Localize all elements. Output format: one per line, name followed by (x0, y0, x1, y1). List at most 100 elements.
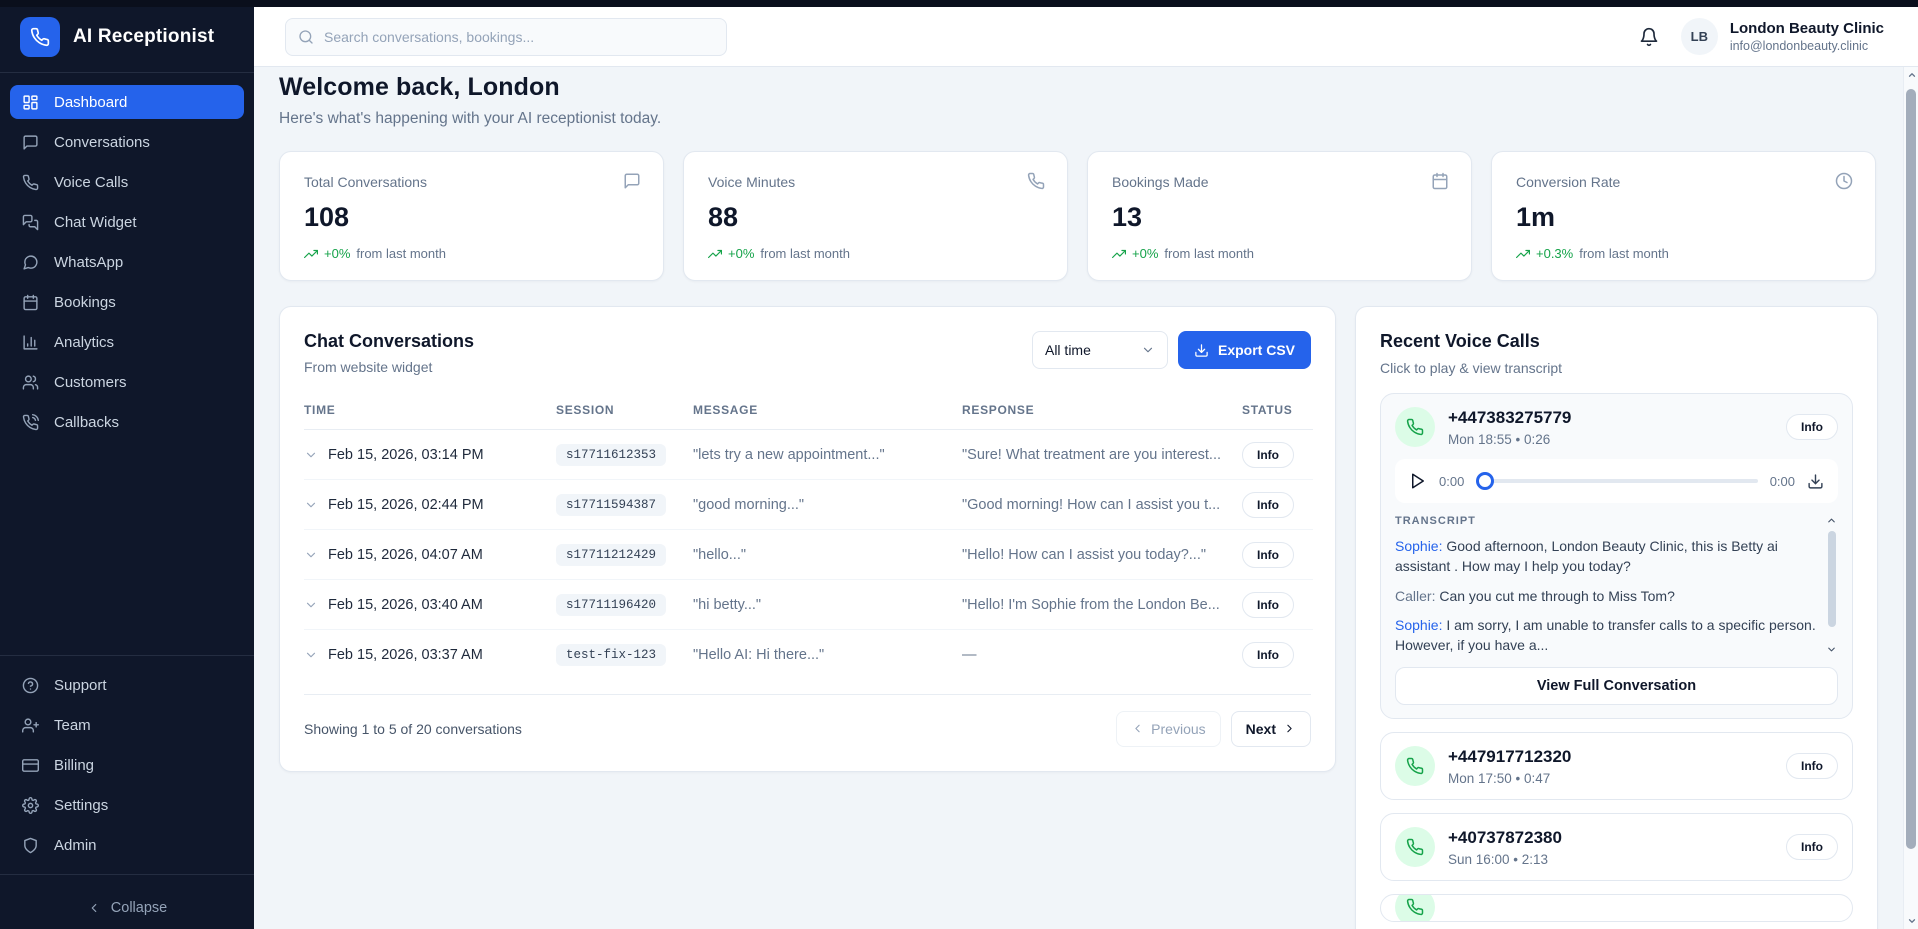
call-time-duration: Sun 16:00 • 2:13 (1448, 851, 1549, 867)
help-circle-icon (22, 677, 39, 694)
column-header-session: SESSION (556, 395, 693, 430)
voice-call-card-partial[interactable] (1380, 894, 1853, 923)
table-footer: Showing 1 to 5 of 20 conversations Previ… (304, 693, 1311, 747)
chevron-down-icon[interactable] (304, 498, 318, 512)
transcript-section: TRANSCRIPT Sophie: Good afternoon, Londo… (1395, 515, 1838, 655)
call-number: +40737872380 (1448, 827, 1562, 847)
info-button[interactable]: Info (1242, 441, 1294, 468)
sidebar-item-analytics[interactable]: Analytics (10, 325, 244, 359)
users-icon (22, 374, 39, 391)
transcript-line: Caller: Can you cut me through to Miss T… (1395, 586, 1816, 606)
info-button[interactable]: Info (1786, 834, 1838, 861)
user-menu[interactable]: LB London Beauty Clinic info@londonbeaut… (1680, 18, 1884, 55)
scroll-up-arrow-icon[interactable] (1826, 515, 1837, 526)
play-icon[interactable] (1409, 472, 1427, 490)
info-button[interactable]: Info (1242, 641, 1294, 668)
sidebar-item-whatsapp[interactable]: WhatsApp (10, 245, 244, 279)
scroll-down-arrow-icon[interactable] (1904, 913, 1918, 929)
player-current-time: 0:00 (1439, 473, 1465, 489)
sidebar-item-customers[interactable]: Customers (10, 365, 244, 399)
chat-conversations-panel: Chat Conversations From website widget A… (279, 306, 1336, 772)
chat-panel-title: Chat Conversations (304, 331, 475, 351)
window-top-strip (0, 0, 1918, 7)
info-button[interactable]: Info (1786, 414, 1838, 440)
stat-card-total-conversations: Total Conversations 108 +0% from last mo… (279, 151, 664, 281)
stat-trend: +0% from last month (708, 246, 1043, 261)
info-button[interactable]: Info (1242, 491, 1294, 518)
page-scrollbar[interactable] (1903, 67, 1918, 929)
view-full-conversation-button[interactable]: View Full Conversation (1395, 667, 1838, 706)
table-row[interactable]: Feb 15, 2026, 03:14 PM s17711612353 "let… (304, 429, 1313, 480)
sidebar-item-billing[interactable]: Billing (10, 748, 244, 782)
table-row[interactable]: Feb 15, 2026, 04:07 AM s17711212429 "hel… (304, 529, 1313, 580)
chevron-down-icon[interactable] (304, 448, 318, 462)
table-row[interactable]: Feb 15, 2026, 02:44 PM s17711594387 "goo… (304, 479, 1313, 530)
seek-slider[interactable] (1476, 472, 1758, 490)
time-filter-select[interactable]: All time (1031, 331, 1168, 369)
transcript-line: Sophie: I am sorry, I am unable to trans… (1395, 615, 1816, 656)
row-time: Feb 15, 2026, 03:14 PM (328, 446, 484, 463)
stat-label: Bookings Made (1112, 174, 1209, 190)
search-input[interactable] (324, 28, 714, 45)
table-row[interactable]: Feb 15, 2026, 03:40 AM s17711196420 "hi … (304, 579, 1313, 630)
info-button[interactable]: Info (1242, 591, 1294, 618)
chevron-down-icon[interactable] (304, 598, 318, 612)
calendar-icon (22, 294, 39, 311)
info-button[interactable]: Info (1242, 541, 1294, 568)
sidebar-item-support[interactable]: Support (10, 668, 244, 702)
sidebar-divider (0, 72, 254, 73)
bar-chart-icon (22, 334, 39, 351)
chevron-down-icon[interactable] (304, 548, 318, 562)
transcript-scrollbar[interactable] (1826, 515, 1838, 655)
sidebar-item-label: Support (54, 676, 107, 694)
row-response: "Sure! What treatment are you interest..… (962, 429, 1242, 480)
bell-icon[interactable] (1639, 27, 1659, 47)
previous-label: Previous (1151, 720, 1206, 737)
phone-call-icon (22, 413, 39, 431)
shield-icon (22, 837, 39, 854)
info-button[interactable]: Info (1786, 753, 1838, 780)
scroll-up-arrow-icon[interactable] (1904, 67, 1918, 83)
scrollbar-thumb[interactable] (1906, 89, 1916, 849)
dashboard-grid-icon (22, 94, 39, 111)
collapse-sidebar-button[interactable]: Collapse (0, 887, 254, 929)
pagination-summary: Showing 1 to 5 of 20 conversations (304, 720, 522, 737)
seek-knob[interactable] (1476, 472, 1495, 490)
scroll-down-arrow-icon[interactable] (1826, 644, 1837, 655)
row-response: — (962, 646, 977, 663)
sidebar-item-settings[interactable]: Settings (10, 788, 244, 822)
chat-panel-controls: All time Export CSV (1031, 331, 1311, 369)
sidebar-item-voice-calls[interactable]: Voice Calls (10, 165, 244, 199)
sidebar-item-dashboard[interactable]: Dashboard (10, 85, 244, 119)
app-logo-row: AI Receptionist (0, 0, 254, 72)
avatar: LB (1680, 18, 1718, 55)
previous-page-button[interactable]: Previous (1116, 710, 1221, 747)
sidebar-item-admin[interactable]: Admin (10, 828, 244, 862)
export-csv-button[interactable]: Export CSV (1177, 331, 1311, 369)
sidebar-item-callbacks[interactable]: Callbacks (10, 405, 244, 439)
table-row[interactable]: Feb 15, 2026, 03:37 AM test-fix-123 "Hel… (304, 630, 1313, 680)
message-square-icon (22, 134, 39, 151)
chevron-left-icon (1131, 722, 1144, 735)
sidebar-item-label: Callbacks (54, 413, 120, 431)
next-page-button[interactable]: Next (1230, 710, 1311, 747)
sidebar-item-team[interactable]: Team (10, 708, 244, 742)
trend-suffix: from last month (1579, 246, 1669, 261)
phone-icon (1027, 172, 1045, 190)
sidebar-item-chat-widget[interactable]: Chat Widget (10, 205, 244, 239)
download-icon[interactable] (1807, 473, 1824, 490)
row-message: "good morning..." (693, 479, 962, 530)
trend-value: +0% (1132, 246, 1159, 261)
sidebar-item-bookings[interactable]: Bookings (10, 285, 244, 319)
scrollbar-thumb[interactable] (1828, 531, 1836, 627)
row-time: Feb 15, 2026, 03:40 AM (328, 596, 483, 613)
voice-call-card[interactable]: +447917712320 Mon 17:50 • 0:47 Info (1380, 732, 1853, 801)
chat-panel-subtitle: From website widget (304, 359, 433, 375)
global-search[interactable] (285, 17, 727, 56)
sidebar-item-conversations[interactable]: Conversations (10, 125, 244, 159)
transcript-text: Can you cut me through to Miss Tom? (1439, 587, 1675, 604)
voice-call-card[interactable]: +40737872380 Sun 16:00 • 2:13 Info (1380, 813, 1853, 882)
chevron-down-icon[interactable] (304, 648, 318, 662)
voice-call-card-expanded[interactable]: +447383275779 Mon 18:55 • 0:26 Info 0:00… (1380, 393, 1853, 720)
sidebar-item-label: Chat Widget (54, 213, 137, 231)
